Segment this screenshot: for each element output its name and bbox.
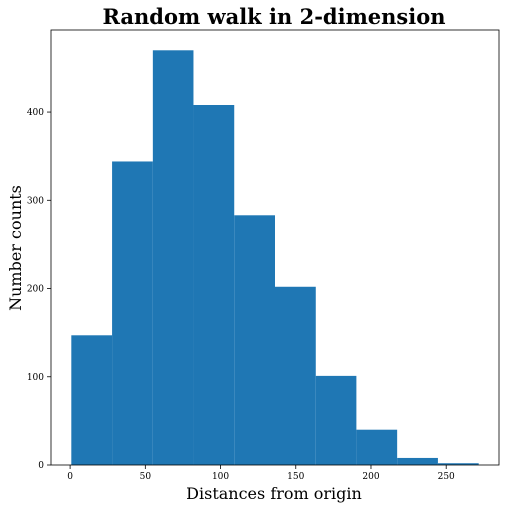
y-axis-ticks: 0 100 200 300 400 [27, 108, 51, 471]
histogram-bar-1 [112, 161, 153, 465]
histogram-bar-3 [193, 105, 235, 465]
histogram-bars [71, 50, 479, 465]
y-tick-label: 100 [27, 373, 44, 383]
x-tick-label: 250 [438, 472, 455, 482]
y-tick-label: 300 [27, 196, 44, 206]
x-tick-label: 150 [287, 472, 304, 482]
histogram-bar-7 [356, 429, 398, 465]
x-axis-label: Distances from origin [186, 484, 362, 503]
x-tick-label: 50 [140, 472, 152, 482]
y-tick-label: 0 [38, 461, 44, 471]
histogram-bar-0 [71, 335, 113, 465]
y-axis-label: Number counts [6, 185, 25, 311]
x-axis-ticks: 0 50 100 150 200 250 [67, 465, 455, 482]
plot-frame [50, 29, 500, 466]
histogram-bar-2 [152, 50, 194, 465]
chart-title: Random walk in 2-dimension [102, 4, 445, 29]
histogram-bar-8 [397, 457, 438, 465]
histogram-bar-5 [275, 286, 316, 465]
y-tick-label: 400 [27, 108, 44, 118]
histogram-bar-9 [437, 463, 479, 465]
y-tick-label: 200 [27, 285, 44, 295]
x-tick-label: 100 [212, 472, 229, 482]
histogram-bar-4 [234, 215, 275, 465]
histogram-bar-6 [315, 375, 357, 465]
x-tick-label: 0 [67, 472, 73, 482]
x-tick-label: 200 [362, 472, 379, 482]
